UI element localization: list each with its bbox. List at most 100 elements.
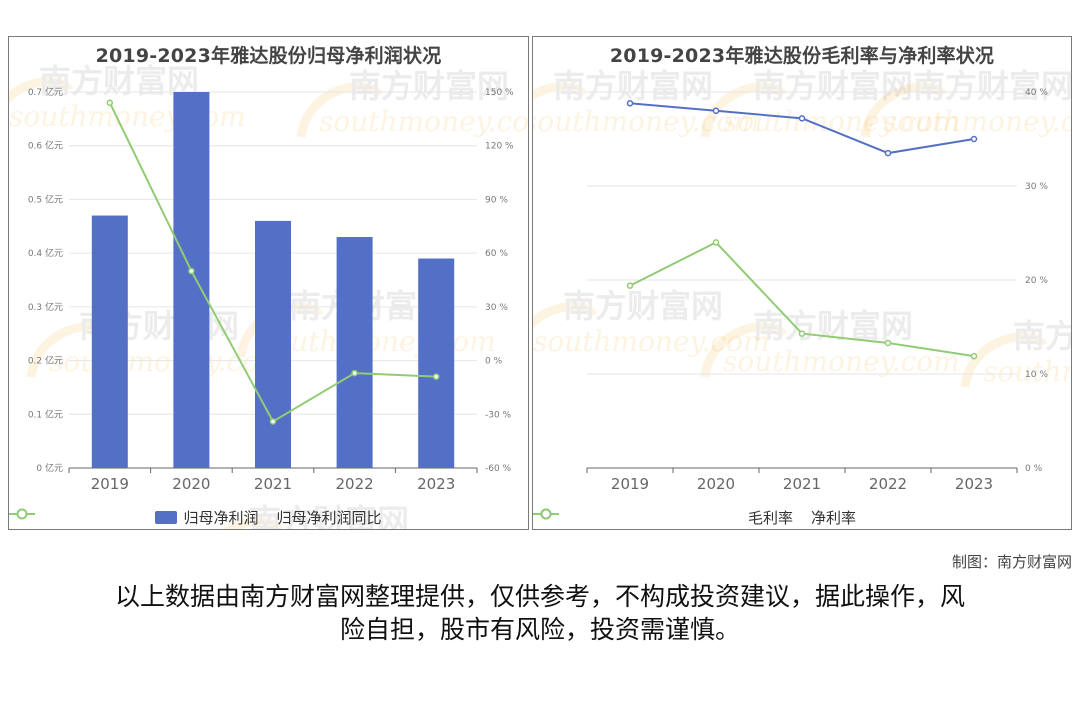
legend-line-swatch xyxy=(533,508,559,520)
net-profit-chart-panel: 南方财富网southmoney.com南方财富网southmoney.com南方… xyxy=(8,36,529,530)
y-right-tick-label: 0 % xyxy=(485,357,503,367)
watermark-en: southmoney.com xyxy=(533,325,770,358)
gross-margin-point xyxy=(798,115,806,122)
y-right-tick-label: 40 % xyxy=(1025,88,1048,98)
legend-item-net-margin[interactable]: 净利率 xyxy=(533,507,857,528)
y-right-tick-label: 0 % xyxy=(1025,464,1043,474)
margin-chart-panel: 南方财富网 southmoney.com 南方财富网 southmoney.com 南方… xyxy=(532,36,1072,530)
x-tick-label: 2021 xyxy=(783,475,821,493)
gross-margin-point xyxy=(712,107,720,115)
disclaimer-line-2: 险自担，股市有风险，投资需谨慎。 xyxy=(339,615,740,644)
net-margin-point xyxy=(712,239,720,246)
gross-margin-point xyxy=(970,135,978,143)
gross-margin-point xyxy=(884,149,892,157)
watermark-swoosh xyxy=(222,517,283,529)
y-right-tick-label: 20 % xyxy=(1025,276,1048,286)
legend-item-net-profit-yoy[interactable]: 归母净利润同比 xyxy=(9,507,382,528)
y-right-tick-label: -60 % xyxy=(485,464,512,474)
legend-item-net-profit[interactable]: 归母净利润 xyxy=(155,507,259,528)
y-left-tick-label: 0 亿元 xyxy=(36,462,63,474)
watermark-swoosh xyxy=(700,322,787,378)
watermark-cn: 南方财富网 xyxy=(249,502,409,530)
bar xyxy=(173,92,210,468)
gross-margin-point xyxy=(626,100,634,107)
y-right-tick-label: -30 % xyxy=(485,410,512,420)
legend-item-gross-margin[interactable]: 毛利率 xyxy=(533,507,793,528)
legend-label-net-profit-yoy: 归母净利润同比 xyxy=(276,509,382,527)
watermark-en: southmoney.com xyxy=(49,345,286,378)
margin-legend: 毛利率 净利率 xyxy=(533,507,1071,528)
legend-bar-swatch xyxy=(155,511,178,524)
watermark-cn: 南方财富网 xyxy=(753,67,913,105)
watermark-en: southmoney.com xyxy=(319,105,529,138)
bar xyxy=(91,215,128,468)
watermark-en: southmoney.com xyxy=(723,105,960,138)
y-right-tick-label: 60 % xyxy=(485,249,508,259)
y-right-tick-label: 30 % xyxy=(1025,182,1048,192)
yoy-point xyxy=(269,418,277,425)
watermark-en: southmoney.com xyxy=(983,355,1072,388)
watermark-swoosh xyxy=(860,82,947,138)
y-right-tick-label: 90 % xyxy=(485,195,508,205)
yoy-point xyxy=(106,99,114,106)
watermark-swoosh xyxy=(296,82,383,138)
legend-line-swatch xyxy=(9,508,35,520)
x-tick-label: 2022 xyxy=(336,475,374,493)
bar xyxy=(418,258,455,468)
net-margin-point xyxy=(626,282,634,289)
watermark-en: southmoney.com xyxy=(9,100,246,133)
watermark-en: southmoney.com xyxy=(533,105,760,138)
watermark-swoosh xyxy=(9,77,73,104)
watermark-cn: 南方财富网 xyxy=(39,62,199,100)
y-left-tick-label: 0.6 亿元 xyxy=(28,140,63,152)
x-tick-label: 2023 xyxy=(417,475,455,493)
legend-label-net-margin: 净利率 xyxy=(811,509,857,527)
yoy-point xyxy=(351,369,358,377)
y-left-tick-label: 0.4 亿元 xyxy=(28,247,63,259)
bar xyxy=(336,237,373,468)
disclaimer: 以上数据由南方财富网整理提供，仅供参考，不构成投资建议，据此操作，风 险自担，股… xyxy=(60,580,1020,646)
watermark-swoosh xyxy=(700,82,787,138)
y-left-tick-label: 0.3 亿元 xyxy=(28,301,63,313)
watermark-swoosh xyxy=(533,82,587,101)
watermark-cn: 南方财富网 xyxy=(553,67,713,105)
net-profit-chart: 南方财富网southmoney.com南方财富网southmoney.com南方… xyxy=(9,62,529,530)
y-left-tick-label: 0.1 亿元 xyxy=(28,408,63,420)
net-margin-point xyxy=(970,352,978,360)
watermark-swoosh xyxy=(960,332,1047,388)
watermark-cn: 南方财富网 xyxy=(1013,317,1072,355)
y-left-tick-label: 0.5 亿元 xyxy=(28,193,63,205)
net-profit-legend: 归母净利润 归母净利润同比 xyxy=(9,507,528,528)
y-left-tick-label: 0.7 亿元 xyxy=(28,86,63,98)
x-tick-label: 2020 xyxy=(172,475,210,493)
legend-label-gross-margin: 毛利率 xyxy=(747,509,793,527)
legend-label-net-profit: 归母净利润 xyxy=(183,509,259,527)
net-profit-chart-title: 2019-2023年雅达股份归母净利润状况 xyxy=(95,45,442,67)
x-tick-label: 2023 xyxy=(955,475,993,493)
x-tick-label: 2021 xyxy=(254,475,292,493)
watermark-en: southmoney.com xyxy=(723,345,960,378)
disclaimer-line-1: 以上数据由南方财富网整理提供，仅供参考，不构成投资建议，据此操作，风 xyxy=(114,582,965,611)
watermark-en: southmoney.com xyxy=(259,325,496,358)
margin-chart: 南方财富网southmoney.com南方财富网southmoney.com南方… xyxy=(533,67,1072,493)
y-right-tick-label: 150 % xyxy=(485,88,514,98)
net-margin-point xyxy=(884,339,892,347)
watermark-en: southmoney.com xyxy=(883,105,1072,138)
watermark-cn: 南方财富网 xyxy=(349,67,509,105)
y-right-tick-label: 30 % xyxy=(485,303,508,313)
margin-chart-title: 2019-2023年雅达股份毛利率与净利率状况 xyxy=(609,45,995,67)
watermark-cn: 南方财富网 xyxy=(563,287,723,325)
x-tick-label: 2020 xyxy=(697,475,735,493)
y-right-tick-label: 10 % xyxy=(1025,370,1048,380)
y-right-tick-label: 120 % xyxy=(485,142,514,152)
net-margin-point xyxy=(798,330,806,337)
x-tick-label: 2019 xyxy=(611,475,649,493)
watermark-swoosh xyxy=(533,302,597,329)
